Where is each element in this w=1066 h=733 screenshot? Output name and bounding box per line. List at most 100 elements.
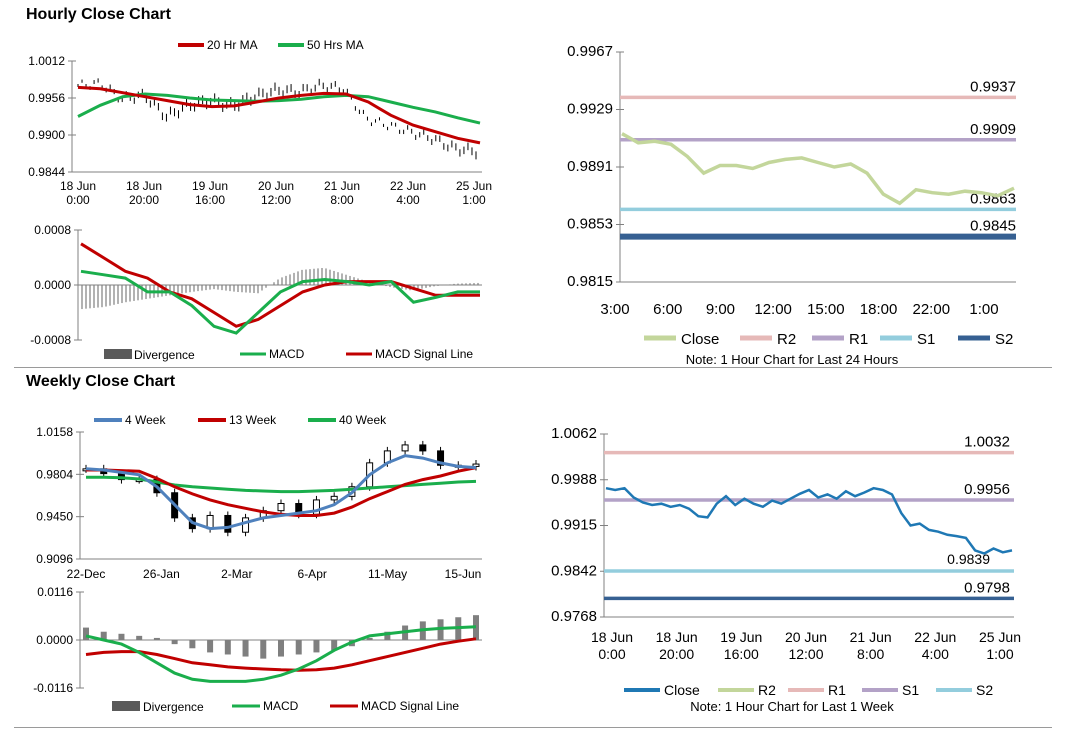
hourly-price-x-tick-label: 8:00 bbox=[330, 193, 354, 207]
weekly-macd-divergence-bar bbox=[189, 640, 196, 649]
weekly-price-candle bbox=[419, 444, 427, 452]
hourly-price-candles bbox=[77, 78, 477, 160]
hourly-macd-line bbox=[80, 269, 480, 335]
hourly-price-x-tick-label: 19 Jun bbox=[192, 179, 228, 193]
hourly-price-x-tick-label: 18 Jun bbox=[126, 179, 162, 193]
weekly-price-candle bbox=[242, 517, 250, 533]
weekly-price-y-tick-label: 0.9450 bbox=[36, 510, 73, 524]
hourly-pivot-x-tick-label: 6:00 bbox=[653, 301, 682, 318]
hourly-price-y-tick-label: 0.9844 bbox=[28, 165, 65, 179]
hourly-section-title: Hourly Close Chart bbox=[26, 6, 171, 23]
weekly-pivot-x-tick-label: 16:00 bbox=[724, 646, 759, 662]
weekly-macd-signal-legend-label: MACD Signal Line bbox=[361, 699, 459, 713]
weekly-pivot-y-tick-label: 1.0062 bbox=[551, 425, 597, 442]
hourly-pivot-y-tick-label: 0.9891 bbox=[567, 158, 613, 175]
hourly-price-x-tick-label: 12:00 bbox=[261, 193, 291, 207]
weekly-pivot-x-tick-label: 20:00 bbox=[659, 646, 694, 662]
hourly-divergence-legend-swatch bbox=[104, 349, 132, 359]
weekly-pivot-x-tick-label: 0:00 bbox=[598, 646, 625, 662]
bottom-divider bbox=[14, 727, 1052, 728]
weekly-pivot-x-tick-label: 18 Jun bbox=[591, 629, 633, 645]
weekly-pivot-x-tick-label: 12:00 bbox=[788, 646, 823, 662]
weekly-macd-divergence-bar bbox=[207, 640, 214, 653]
hourly-price-x-tick-label: 1:00 bbox=[462, 193, 486, 207]
hourly-price-y-tick-label: 0.9900 bbox=[28, 128, 65, 142]
hourly-pivot-r2-value: 0.9937 bbox=[970, 78, 1016, 95]
weekly-pivot-legend-label: Close bbox=[664, 682, 700, 698]
weekly-pivot-legend-label: R2 bbox=[758, 682, 776, 698]
weekly-pivot-y-tick-label: 0.9842 bbox=[551, 562, 597, 579]
weekly-pivot-note: Note: 1 Hour Chart for Last 1 Week bbox=[690, 699, 894, 714]
weekly-macd-divergence-bar bbox=[136, 635, 143, 640]
hourly-macd-signal-line bbox=[80, 242, 480, 328]
weekly-pivot-r1-value: 0.9956 bbox=[964, 481, 1010, 498]
hourly-pivot-legend-label: S2 bbox=[995, 331, 1013, 348]
hourly-price-x-tick-label: 20:00 bbox=[129, 193, 159, 207]
hourly-price-x-tick-label: 4:00 bbox=[396, 193, 420, 207]
weekly-pivot-x-tick-label: 1:00 bbox=[986, 646, 1013, 662]
weekly-4wk-legend-label: 4 Week bbox=[125, 413, 166, 427]
hourly-20hr-ma-legend-label: 20 Hr MA bbox=[207, 38, 258, 52]
weekly-macd-divergence-bar bbox=[384, 631, 391, 640]
hourly-pivot-x-tick-label: 15:00 bbox=[807, 301, 845, 318]
weekly-macd-y-tick-label: -0.0116 bbox=[33, 681, 73, 695]
weekly-macd-divergence-bar bbox=[295, 640, 302, 655]
hourly-price-x-tick-label: 18 Jun bbox=[60, 179, 96, 193]
weekly-pivot-s2-value: 0.9798 bbox=[964, 579, 1010, 596]
weekly-section-title: Weekly Close Chart bbox=[26, 373, 176, 390]
weekly-price-candle bbox=[401, 444, 409, 452]
weekly-price-candle bbox=[437, 450, 445, 466]
hourly-pivot-x-tick-label: 22:00 bbox=[913, 301, 951, 318]
weekly-macd-divergence-bar bbox=[153, 637, 160, 640]
hourly-price-y-tick-label: 1.0012 bbox=[28, 54, 65, 68]
weekly-macd-signal-line bbox=[85, 637, 477, 672]
weekly-price-x-tick-label: 6-Apr bbox=[298, 567, 327, 581]
hourly-price-x-tick-label: 0:00 bbox=[66, 193, 90, 207]
weekly-13wk-legend-label: 13 Week bbox=[229, 413, 277, 427]
hourly-price-y-tick-label: 0.9956 bbox=[28, 91, 65, 105]
hourly-pivot-y-tick-label: 0.9967 bbox=[567, 43, 613, 60]
weekly-pivot-legend-label: S1 bbox=[902, 682, 919, 698]
weekly-macd-divergence-bar bbox=[278, 640, 284, 657]
hourly-pivot-close-line bbox=[621, 132, 1015, 206]
hourly-price-x-tick-label: 25 Jun bbox=[456, 179, 492, 193]
weekly-pivot-y-tick-label: 0.9915 bbox=[551, 517, 597, 534]
weekly-pivot-last-close-value: 0.9839 bbox=[947, 551, 990, 567]
weekly-macd-divergence-bar bbox=[313, 640, 320, 653]
weekly-macd-divergence-bar bbox=[224, 640, 231, 655]
weekly-macd-divergence-bar bbox=[83, 627, 89, 640]
hourly-pivot-s2-value: 0.9845 bbox=[970, 218, 1016, 235]
hourly-pivot-y-tick-label: 0.9853 bbox=[567, 216, 613, 233]
hourly-pivot-x-tick-label: 3:00 bbox=[600, 301, 629, 318]
hourly-pivot-y-tick-label: 0.9929 bbox=[567, 101, 613, 118]
weekly-pivot-legend-label: S2 bbox=[976, 682, 993, 698]
weekly-pivot-x-tick-label: 4:00 bbox=[922, 646, 949, 662]
weekly-price-y-tick-label: 1.0158 bbox=[36, 425, 73, 439]
weekly-pivot-x-tick-label: 22 Jun bbox=[914, 629, 956, 645]
hourly-price-x-tick-label: 21 Jun bbox=[324, 179, 360, 193]
hourly-price-x-tick-label: 22 Jun bbox=[390, 179, 426, 193]
weekly-pivot-x-tick-label: 19 Jun bbox=[720, 629, 762, 645]
weekly-price-candle bbox=[277, 503, 285, 512]
hourly-pivot-legend-label: S1 bbox=[917, 331, 935, 348]
hourly-price-x-tick-label: 20 Jun bbox=[258, 179, 294, 193]
section-divider bbox=[14, 367, 1052, 368]
weekly-price-x-tick-label: 22-Dec bbox=[67, 567, 106, 581]
weekly-price-x-tick-label: 2-Mar bbox=[221, 567, 252, 581]
weekly-pivot-y-tick-label: 0.9768 bbox=[551, 608, 597, 625]
hourly-pivot-x-tick-label: 12:00 bbox=[754, 301, 792, 318]
weekly-price-x-tick-label: 26-Jan bbox=[143, 567, 180, 581]
weekly-macd-divergence-bar bbox=[100, 631, 107, 640]
weekly-pivot-x-tick-label: 20 Jun bbox=[785, 629, 827, 645]
weekly-macd-y-tick-label: 0.0116 bbox=[37, 585, 73, 599]
weekly-price-y-tick-label: 0.9804 bbox=[36, 467, 73, 481]
weekly-macd-line bbox=[85, 625, 477, 683]
hourly-macd-signal-legend-label: MACD Signal Line bbox=[375, 347, 473, 361]
weekly-price-candle bbox=[224, 514, 232, 533]
weekly-40wk-legend-label: 40 Week bbox=[339, 413, 387, 427]
hourly-pivot-x-tick-label: 9:00 bbox=[706, 301, 735, 318]
weekly-4wk-line bbox=[85, 454, 477, 531]
weekly-pivot-y-tick-label: 0.9988 bbox=[551, 471, 597, 488]
weekly-macd-legend-label: MACD bbox=[263, 699, 299, 713]
